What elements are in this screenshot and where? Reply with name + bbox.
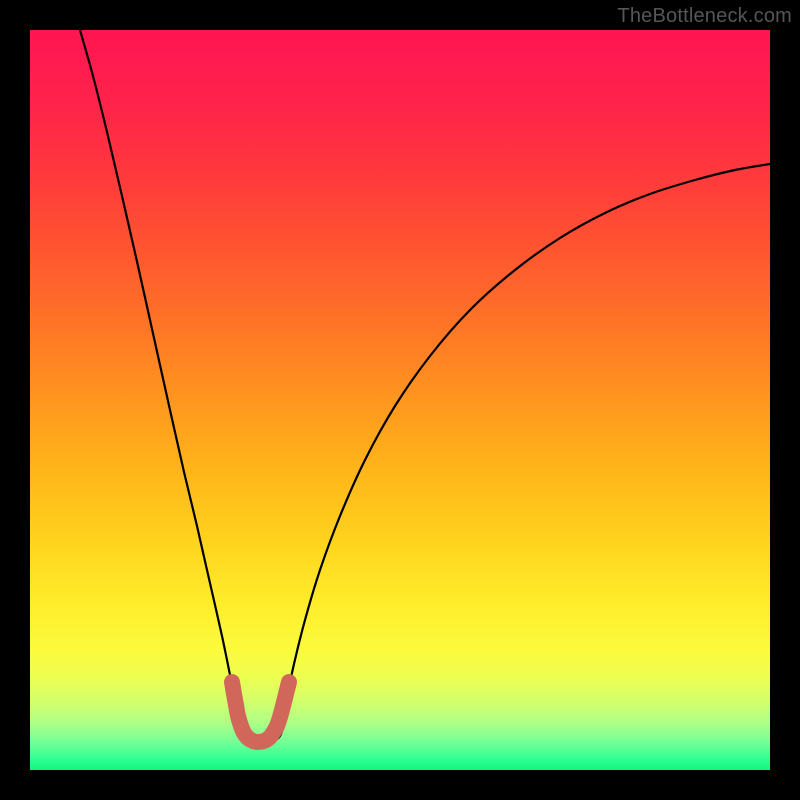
chart-svg <box>0 0 800 800</box>
